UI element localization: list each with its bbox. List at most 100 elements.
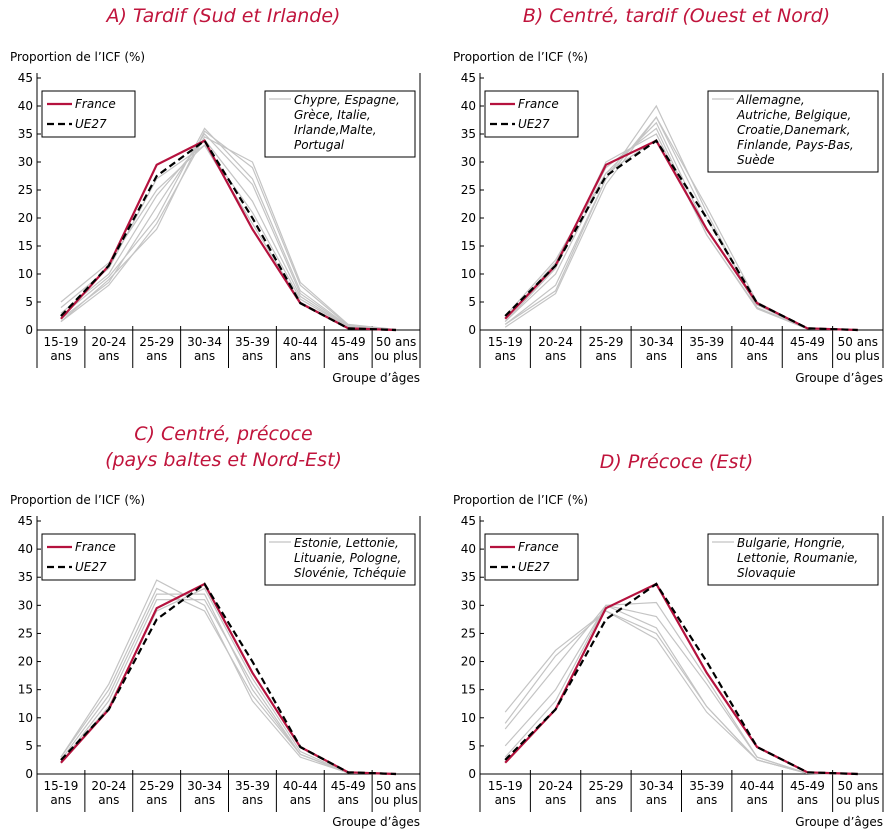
y-tick-label: 0 — [25, 323, 33, 337]
legend-label: UE27 — [75, 560, 107, 574]
y-tick-label: 35 — [18, 570, 33, 584]
x-tick-label: 25-29 ans — [139, 335, 174, 363]
x-tick-label: 45-49 ans — [331, 779, 366, 807]
x-tick-label: 45-49 ans — [331, 335, 366, 363]
x-tick-label: 40-44 ans — [740, 779, 775, 807]
y-tick-label: 45 — [18, 514, 33, 528]
series-line — [60, 139, 397, 332]
y-tick-label: 45 — [461, 514, 476, 528]
x-tick-label: 15-19 ans — [44, 779, 79, 807]
x-tick-label: 40-44 ans — [283, 779, 318, 807]
y-tick-label: 15 — [461, 239, 476, 253]
x-tick-label: 30-34 ans — [639, 335, 674, 363]
x-tick-label: 30-34 ans — [639, 779, 674, 807]
x-tick-label: 25-29 ans — [139, 779, 174, 807]
country-line — [60, 130, 397, 331]
country-line — [504, 610, 858, 775]
y-tick-label: 25 — [18, 183, 33, 197]
legend-label: Chypre, Espagne, Grèce, Italie, Irlande,Ma… — [294, 93, 400, 152]
y-tick-label: 20 — [18, 655, 33, 669]
country-line — [60, 127, 397, 331]
legend-box — [264, 90, 416, 158]
series-line — [504, 582, 858, 776]
y-tick-label: 30 — [18, 155, 33, 169]
country-line — [504, 604, 858, 775]
y-tick-label: 25 — [461, 626, 476, 640]
x-tick-label: 50 ans ou plus — [374, 779, 418, 807]
y-axis-label: Proportion de l’ICF (%) — [10, 493, 145, 507]
x-tick-label: 40-44 ans — [740, 335, 775, 363]
x-axis-label: Groupe d’âges — [332, 371, 420, 385]
y-tick-label: 0 — [25, 767, 33, 781]
country-line — [60, 138, 397, 331]
y-tick-label: 35 — [18, 127, 33, 141]
y-tick-label: 10 — [18, 711, 33, 725]
series-line — [60, 139, 397, 332]
y-tick-label: 20 — [18, 211, 33, 225]
y-axis-label: Proportion de l’ICF (%) — [10, 50, 145, 64]
y-tick-label: 15 — [18, 683, 33, 697]
y-tick-label: 35 — [461, 127, 476, 141]
y-tick-label: 20 — [461, 211, 476, 225]
x-tick-label: 25-29 ans — [589, 335, 624, 363]
country-line — [60, 144, 397, 331]
x-tick-label: 35-39 ans — [689, 779, 724, 807]
country-line — [504, 601, 858, 775]
x-axis-label: Groupe d’âges — [795, 371, 883, 385]
y-tick-label: 20 — [461, 655, 476, 669]
country-line — [504, 610, 858, 775]
y-tick-label: 15 — [18, 239, 33, 253]
x-tick-label: 15-19 ans — [488, 779, 523, 807]
country-line — [60, 587, 397, 775]
y-tick-label: 5 — [25, 295, 33, 309]
x-axis-label: Groupe d’âges — [795, 815, 883, 829]
legend-label: UE27 — [518, 117, 550, 131]
legend-label: Bulgarie, Hongrie, Lettonie, Roumanie, Slo… — [737, 536, 858, 580]
country-line — [60, 599, 397, 775]
y-tick-label: 40 — [461, 542, 476, 556]
y-tick-label: 30 — [461, 598, 476, 612]
y-tick-label: 40 — [461, 99, 476, 113]
legend-label: France — [518, 540, 559, 554]
x-tick-label: 50 ans ou plus — [836, 335, 880, 363]
x-tick-label: 35-39 ans — [235, 335, 270, 363]
y-tick-label: 10 — [18, 267, 33, 281]
y-tick-label: 10 — [461, 711, 476, 725]
y-tick-label: 40 — [18, 99, 33, 113]
x-tick-label: 50 ans ou plus — [836, 779, 880, 807]
x-tick-label: 15-19 ans — [44, 335, 79, 363]
x-tick-label: 35-39 ans — [689, 335, 724, 363]
chart-title: C) Centré, précoce (pays baltes et Nord-E… — [105, 423, 342, 471]
legend-label: Estonie, Lettonie, Lituanie, Pologne, Slov… — [294, 536, 406, 580]
legend-box — [41, 90, 136, 138]
series-line — [60, 582, 397, 776]
y-tick-label: 5 — [25, 739, 33, 753]
country-line — [60, 579, 397, 775]
series-line — [504, 582, 858, 776]
chart-title: A) Tardif (Sud et Irlande) — [105, 5, 341, 27]
y-tick-label: 5 — [468, 295, 476, 309]
legend-label: UE27 — [518, 560, 550, 574]
legend-box — [484, 90, 579, 138]
y-tick-label: 40 — [18, 542, 33, 556]
country-line — [60, 144, 397, 331]
y-tick-label: 10 — [461, 267, 476, 281]
x-tick-label: 30-34 ans — [187, 779, 222, 807]
x-axis-label: Groupe d’âges — [332, 815, 420, 829]
legend-label: France — [75, 97, 116, 111]
y-tick-label: 35 — [461, 570, 476, 584]
legend-label: France — [75, 540, 116, 554]
y-tick-label: 5 — [468, 739, 476, 753]
x-tick-label: 20-24 ans — [91, 335, 126, 363]
x-tick-label: 35-39 ans — [235, 779, 270, 807]
legend-label: Allemagne, Autriche, Belgique, Croatie,Dan… — [736, 93, 854, 167]
country-line — [60, 587, 397, 775]
country-line — [60, 135, 397, 331]
y-tick-label: 15 — [461, 683, 476, 697]
y-axis-label: Proportion de l’ICF (%) — [453, 50, 588, 64]
x-tick-label: 40-44 ans — [283, 335, 318, 363]
chart-title: B) Centré, tardif (Ouest et Nord) — [523, 5, 830, 27]
x-tick-label: 45-49 ans — [790, 779, 825, 807]
x-tick-label: 20-24 ans — [538, 779, 573, 807]
